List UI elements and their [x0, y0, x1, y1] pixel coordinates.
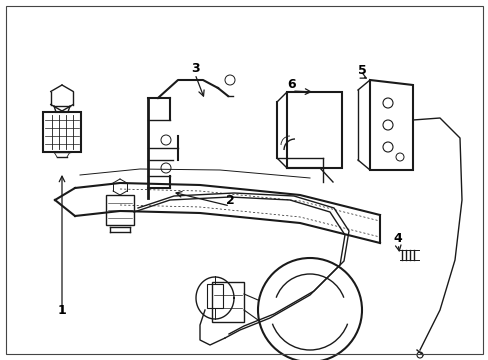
- Bar: [286, 92, 341, 168]
- Text: 6: 6: [287, 78, 296, 91]
- Text: 3: 3: [190, 62, 199, 75]
- Bar: [206, 284, 223, 308]
- Bar: [106, 195, 134, 225]
- Text: 2: 2: [225, 194, 234, 207]
- Text: 4: 4: [393, 231, 402, 244]
- Bar: [43, 112, 81, 152]
- Bar: [212, 282, 244, 322]
- Text: 1: 1: [58, 303, 66, 316]
- Text: 5: 5: [357, 63, 366, 77]
